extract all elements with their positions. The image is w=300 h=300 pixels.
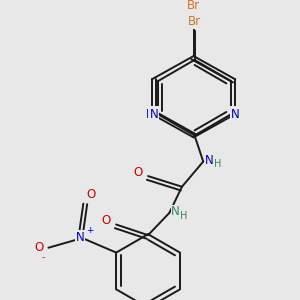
Text: Br: Br: [187, 0, 200, 12]
Text: H: H: [180, 211, 188, 221]
Text: N: N: [171, 206, 180, 218]
Text: +: +: [86, 226, 94, 235]
Text: N: N: [76, 231, 85, 244]
Text: N: N: [146, 108, 154, 121]
Text: O: O: [102, 214, 111, 227]
Text: N: N: [205, 154, 214, 167]
Text: N: N: [149, 108, 158, 121]
Text: N: N: [231, 108, 240, 121]
Text: H: H: [214, 160, 221, 170]
Text: N: N: [233, 108, 242, 121]
Text: -: -: [42, 253, 45, 262]
Text: O: O: [134, 166, 143, 179]
Text: Br: Br: [188, 15, 201, 28]
Text: O: O: [86, 188, 96, 201]
Text: O: O: [34, 241, 44, 254]
